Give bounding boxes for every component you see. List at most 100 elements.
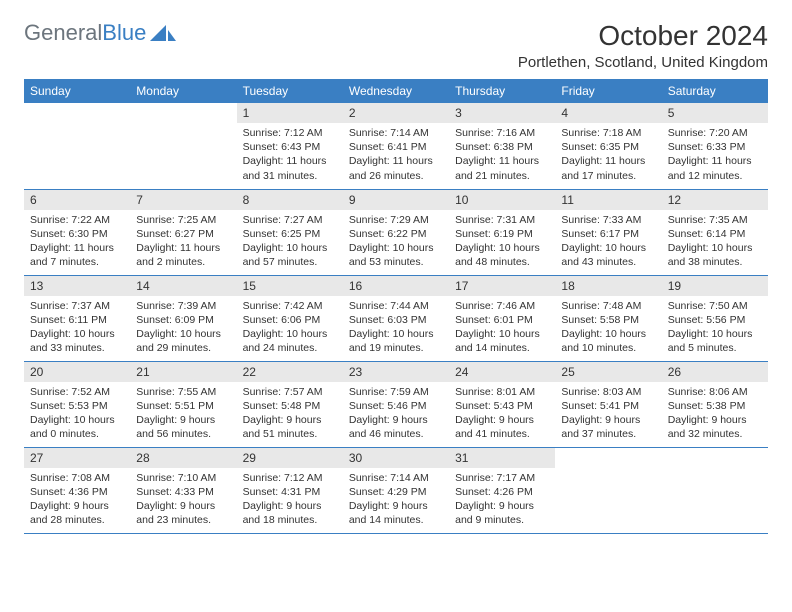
calendar-week-row: 1Sunrise: 7:12 AMSunset: 6:43 PMDaylight…	[24, 103, 768, 189]
sunrise-text: Sunrise: 7:18 AM	[561, 126, 655, 140]
daylight-text: Daylight: 10 hours	[30, 413, 124, 427]
daylight-text: and 31 minutes.	[243, 169, 337, 183]
daylight-text: Daylight: 9 hours	[455, 413, 549, 427]
sunset-text: Sunset: 5:41 PM	[561, 399, 655, 413]
sunrise-text: Sunrise: 7:17 AM	[455, 471, 549, 485]
sunrise-text: Sunrise: 7:55 AM	[136, 385, 230, 399]
sunset-text: Sunset: 5:56 PM	[668, 313, 762, 327]
day-details: Sunrise: 7:59 AMSunset: 5:46 PMDaylight:…	[343, 382, 449, 446]
day-details: Sunrise: 7:50 AMSunset: 5:56 PMDaylight:…	[662, 296, 768, 360]
sunrise-text: Sunrise: 7:37 AM	[30, 299, 124, 313]
daylight-text: Daylight: 10 hours	[349, 327, 443, 341]
daylight-text: Daylight: 11 hours	[349, 154, 443, 168]
sunrise-text: Sunrise: 7:33 AM	[561, 213, 655, 227]
daylight-text: and 33 minutes.	[30, 341, 124, 355]
daylight-text: Daylight: 10 hours	[668, 241, 762, 255]
day-number: 5	[662, 103, 768, 123]
calendar-day-cell: 18Sunrise: 7:48 AMSunset: 5:58 PMDayligh…	[555, 275, 661, 361]
daylight-text: Daylight: 10 hours	[243, 241, 337, 255]
calendar-day-cell: 31Sunrise: 7:17 AMSunset: 4:26 PMDayligh…	[449, 447, 555, 533]
day-details: Sunrise: 7:10 AMSunset: 4:33 PMDaylight:…	[130, 468, 236, 532]
daylight-text: and 26 minutes.	[349, 169, 443, 183]
sunrise-text: Sunrise: 7:25 AM	[136, 213, 230, 227]
sunset-text: Sunset: 4:29 PM	[349, 485, 443, 499]
daylight-text: Daylight: 9 hours	[455, 499, 549, 513]
sunset-text: Sunset: 6:38 PM	[455, 140, 549, 154]
sunrise-text: Sunrise: 7:29 AM	[349, 213, 443, 227]
calendar-day-cell: 9Sunrise: 7:29 AMSunset: 6:22 PMDaylight…	[343, 189, 449, 275]
sunrise-text: Sunrise: 7:50 AM	[668, 299, 762, 313]
day-number: 22	[237, 362, 343, 382]
calendar-empty-cell	[130, 103, 236, 189]
day-number: 15	[237, 276, 343, 296]
day-details: Sunrise: 7:35 AMSunset: 6:14 PMDaylight:…	[662, 210, 768, 274]
sunset-text: Sunset: 5:38 PM	[668, 399, 762, 413]
daylight-text: and 14 minutes.	[455, 341, 549, 355]
daylight-text: Daylight: 10 hours	[561, 327, 655, 341]
daylight-text: and 32 minutes.	[668, 427, 762, 441]
sunset-text: Sunset: 6:22 PM	[349, 227, 443, 241]
day-number: 30	[343, 448, 449, 468]
daylight-text: and 9 minutes.	[455, 513, 549, 527]
daylight-text: Daylight: 9 hours	[349, 499, 443, 513]
daylight-text: and 14 minutes.	[349, 513, 443, 527]
day-details: Sunrise: 7:12 AMSunset: 4:31 PMDaylight:…	[237, 468, 343, 532]
logo-text: GeneralBlue	[24, 20, 146, 46]
calendar-day-cell: 4Sunrise: 7:18 AMSunset: 6:35 PMDaylight…	[555, 103, 661, 189]
daylight-text: Daylight: 10 hours	[30, 327, 124, 341]
day-details: Sunrise: 8:03 AMSunset: 5:41 PMDaylight:…	[555, 382, 661, 446]
calendar-week-row: 27Sunrise: 7:08 AMSunset: 4:36 PMDayligh…	[24, 447, 768, 533]
day-header: Thursday	[449, 79, 555, 103]
day-number: 23	[343, 362, 449, 382]
calendar-day-cell: 16Sunrise: 7:44 AMSunset: 6:03 PMDayligh…	[343, 275, 449, 361]
sunset-text: Sunset: 6:25 PM	[243, 227, 337, 241]
sunrise-text: Sunrise: 8:06 AM	[668, 385, 762, 399]
calendar-head: SundayMondayTuesdayWednesdayThursdayFrid…	[24, 79, 768, 103]
daylight-text: Daylight: 11 hours	[561, 154, 655, 168]
day-details: Sunrise: 7:25 AMSunset: 6:27 PMDaylight:…	[130, 210, 236, 274]
sunrise-text: Sunrise: 7:12 AM	[243, 126, 337, 140]
daylight-text: Daylight: 10 hours	[455, 241, 549, 255]
day-number: 7	[130, 190, 236, 210]
day-number: 4	[555, 103, 661, 123]
day-details: Sunrise: 7:39 AMSunset: 6:09 PMDaylight:…	[130, 296, 236, 360]
header: GeneralBlue October 2024 Portlethen, Sco…	[24, 20, 768, 71]
day-number: 12	[662, 190, 768, 210]
sunrise-text: Sunrise: 7:31 AM	[455, 213, 549, 227]
day-details: Sunrise: 7:37 AMSunset: 6:11 PMDaylight:…	[24, 296, 130, 360]
calendar-day-cell: 20Sunrise: 7:52 AMSunset: 5:53 PMDayligh…	[24, 361, 130, 447]
sunrise-text: Sunrise: 7:57 AM	[243, 385, 337, 399]
calendar-week-row: 13Sunrise: 7:37 AMSunset: 6:11 PMDayligh…	[24, 275, 768, 361]
daylight-text: Daylight: 10 hours	[561, 241, 655, 255]
day-details: Sunrise: 7:44 AMSunset: 6:03 PMDaylight:…	[343, 296, 449, 360]
sunset-text: Sunset: 5:46 PM	[349, 399, 443, 413]
sunset-text: Sunset: 5:43 PM	[455, 399, 549, 413]
sunset-text: Sunset: 6:17 PM	[561, 227, 655, 241]
daylight-text: Daylight: 11 hours	[30, 241, 124, 255]
daylight-text: and 38 minutes.	[668, 255, 762, 269]
daylight-text: Daylight: 10 hours	[243, 327, 337, 341]
sunrise-text: Sunrise: 7:42 AM	[243, 299, 337, 313]
sunset-text: Sunset: 6:33 PM	[668, 140, 762, 154]
sunset-text: Sunset: 4:26 PM	[455, 485, 549, 499]
daylight-text: Daylight: 9 hours	[349, 413, 443, 427]
day-details: Sunrise: 7:16 AMSunset: 6:38 PMDaylight:…	[449, 123, 555, 187]
daylight-text: and 17 minutes.	[561, 169, 655, 183]
calendar-day-cell: 14Sunrise: 7:39 AMSunset: 6:09 PMDayligh…	[130, 275, 236, 361]
day-details: Sunrise: 7:20 AMSunset: 6:33 PMDaylight:…	[662, 123, 768, 187]
calendar-day-cell: 26Sunrise: 8:06 AMSunset: 5:38 PMDayligh…	[662, 361, 768, 447]
daylight-text: and 18 minutes.	[243, 513, 337, 527]
calendar-day-cell: 23Sunrise: 7:59 AMSunset: 5:46 PMDayligh…	[343, 361, 449, 447]
sunset-text: Sunset: 5:48 PM	[243, 399, 337, 413]
sunrise-text: Sunrise: 7:46 AM	[455, 299, 549, 313]
calendar-empty-cell	[662, 447, 768, 533]
daylight-text: and 56 minutes.	[136, 427, 230, 441]
daylight-text: and 2 minutes.	[136, 255, 230, 269]
sunrise-text: Sunrise: 8:01 AM	[455, 385, 549, 399]
daylight-text: and 51 minutes.	[243, 427, 337, 441]
day-details: Sunrise: 7:55 AMSunset: 5:51 PMDaylight:…	[130, 382, 236, 446]
day-details: Sunrise: 7:52 AMSunset: 5:53 PMDaylight:…	[24, 382, 130, 446]
sunset-text: Sunset: 4:33 PM	[136, 485, 230, 499]
calendar-day-cell: 11Sunrise: 7:33 AMSunset: 6:17 PMDayligh…	[555, 189, 661, 275]
day-number: 19	[662, 276, 768, 296]
